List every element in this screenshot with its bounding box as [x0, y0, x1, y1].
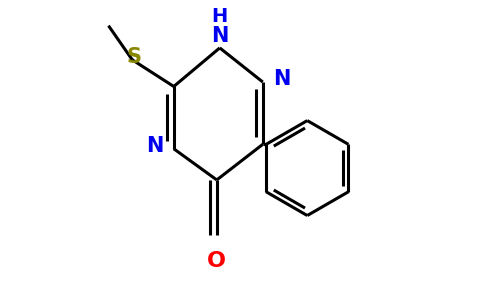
- Text: N: N: [146, 136, 164, 156]
- Text: N: N: [211, 26, 228, 46]
- Text: S: S: [126, 47, 141, 67]
- Text: H: H: [212, 7, 228, 26]
- Text: O: O: [207, 251, 227, 271]
- Text: N: N: [273, 69, 290, 89]
